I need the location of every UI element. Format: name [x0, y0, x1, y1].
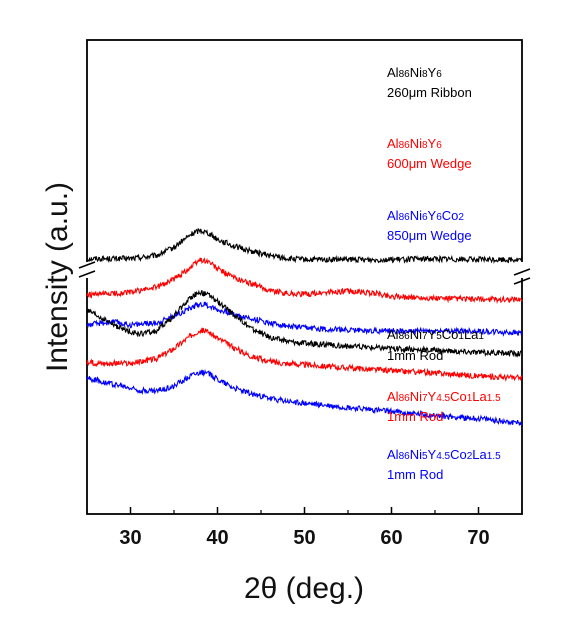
- y-axis-title: Intensity (a.u.): [41, 182, 74, 372]
- series-label-formula-6: Al86Ni5Y4.5Co2La1.5: [387, 447, 501, 462]
- series-line-4: [86, 289, 523, 358]
- x-tick-label-50: 50: [293, 527, 315, 549]
- series-label-form-6: 1mm Rod: [387, 467, 443, 482]
- series-labels-group: Al86Ni8Y6 260μm Ribbon Al86Ni8Y6 600μm Wedg…: [387, 65, 501, 482]
- axis-break-right: [513, 262, 531, 285]
- series-label-formula-4: Al86Ni7Y5Co1La1: [387, 327, 484, 342]
- series-line-3: [86, 301, 523, 337]
- series-label-form-2: 600μm Wedge: [387, 156, 472, 171]
- series-line-5: [86, 327, 523, 382]
- series-label-formula-5: Al86Ni7Y4.5Co1La1.5: [387, 389, 501, 404]
- series-label-formula-2: Al86Ni8Y6: [387, 136, 442, 151]
- x-tick-label-30: 30: [119, 527, 141, 549]
- x-tick-label-40: 40: [206, 527, 228, 549]
- series-label-formula-1: Al86Ni8Y6: [387, 65, 442, 80]
- plot-frame: [86, 39, 523, 515]
- x-tick-label-70: 70: [467, 527, 489, 549]
- axis-break-left: [78, 261, 96, 278]
- curves-group: [86, 227, 523, 426]
- series-label-form-5: 1mm Rod: [387, 409, 443, 424]
- series-label-form-3: 850μm Wedge: [387, 228, 472, 243]
- series-line-2: [86, 257, 523, 305]
- series-line-1: [86, 227, 523, 265]
- x-axis-title: 2θ (deg.): [244, 572, 364, 605]
- series-label-form-1: 260μm Ribbon: [387, 85, 472, 100]
- x-tick-label-60: 60: [380, 527, 402, 549]
- x-ticks-group: 30 40 50 60 70: [86, 507, 523, 549]
- series-line-6: [86, 369, 523, 426]
- series-label-form-4: 1mm Rod: [387, 348, 443, 363]
- series-label-formula-3: Al86Ni6Y6Co2: [387, 208, 464, 223]
